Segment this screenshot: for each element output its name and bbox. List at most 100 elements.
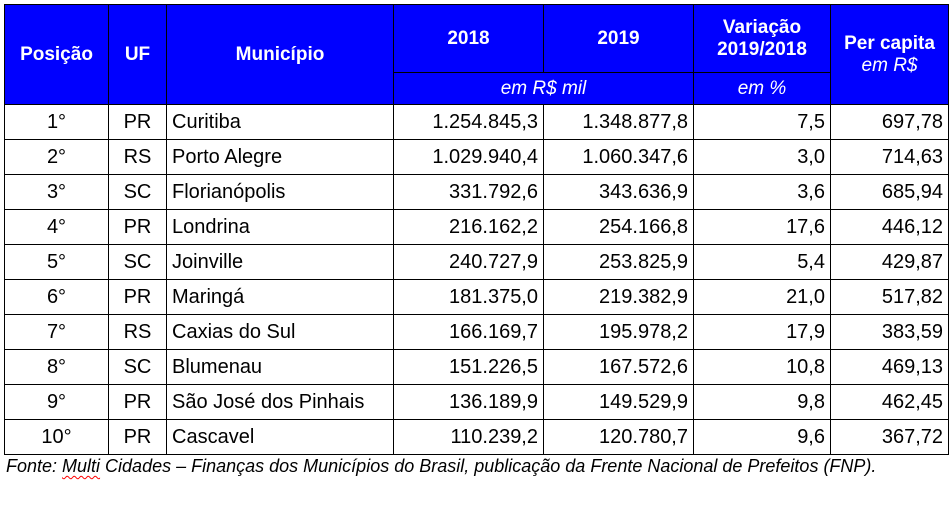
source-note: Fonte: Multi Cidades – Finanças dos Muni… [6, 452, 906, 480]
cell-value-2018: 110.239,2 [393, 419, 544, 455]
header-variation-line2: 2019/2018 [717, 38, 807, 60]
table-row: 3° SC Florianópolis 331.792,6 343.636,9 3,6 68… [4, 174, 949, 210]
cell-value-2019: 1.348.877,8 [543, 104, 694, 140]
cell-municipality: Maringá [166, 279, 394, 315]
cell-position: 5° [4, 244, 109, 280]
table-row: 9° PR São José dos Pinhais 136.189,9 149.529… [4, 384, 949, 420]
cell-value-2019: 219.382,9 [543, 279, 694, 315]
cell-per-capita: 429,87 [830, 244, 949, 280]
cell-municipality: Londrina [166, 209, 394, 245]
cell-position: 3° [4, 174, 109, 210]
cell-municipality: Florianópolis [166, 174, 394, 210]
cell-variation: 10,8 [693, 349, 831, 385]
cell-municipality: Caxias do Sul [166, 314, 394, 350]
cell-municipality: Cascavel [166, 419, 394, 455]
cell-value-2018: 166.169,7 [393, 314, 544, 350]
cell-uf: PR [108, 209, 167, 245]
cell-variation: 3,0 [693, 139, 831, 175]
cell-municipality: Joinville [166, 244, 394, 280]
cell-uf: SC [108, 349, 167, 385]
municipal-finance-table: Posição UF Município 2018 2019 Variação … [4, 4, 949, 455]
source-text: Cidades – Finanças dos Municípios do Bra… [100, 456, 877, 476]
cell-per-capita: 462,45 [830, 384, 949, 420]
cell-variation: 3,6 [693, 174, 831, 210]
cell-per-capita: 367,72 [830, 419, 949, 455]
cell-position: 6° [4, 279, 109, 315]
header-per-capita-unit: em R$ [861, 54, 918, 76]
cell-value-2018: 240.727,9 [393, 244, 544, 280]
cell-position: 10° [4, 419, 109, 455]
table-row: 5° SC Joinville 240.727,9 253.825,9 5,4 429,87 [4, 244, 949, 280]
table-row: 6° PR Maringá 181.375,0 219.382,9 21,0 517,82 [4, 279, 949, 315]
cell-value-2019: 149.529,9 [543, 384, 694, 420]
cell-value-2019: 195.978,2 [543, 314, 694, 350]
cell-per-capita: 685,94 [830, 174, 949, 210]
header-uf: UF [108, 4, 167, 105]
cell-municipality: Blumenau [166, 349, 394, 385]
header-variation-line1: Variação [722, 16, 802, 38]
table-body: 1° PR Curitiba 1.254.845,3 1.348.877,8 7,5 697… [4, 104, 949, 455]
source-spellcheck-word: Multi [62, 456, 101, 476]
cell-per-capita: 697,78 [830, 104, 949, 140]
cell-position: 8° [4, 349, 109, 385]
cell-per-capita: 469,13 [830, 349, 949, 385]
cell-position: 9° [4, 384, 109, 420]
cell-variation: 5,4 [693, 244, 831, 280]
cell-municipality: Porto Alegre [166, 139, 394, 175]
cell-municipality: São José dos Pinhais [166, 384, 394, 420]
cell-position: 7° [4, 314, 109, 350]
cell-value-2019: 167.572,6 [543, 349, 694, 385]
cell-uf: PR [108, 384, 167, 420]
cell-uf: PR [108, 419, 167, 455]
cell-uf: RS [108, 314, 167, 350]
cell-municipality: Curitiba [166, 104, 394, 140]
cell-value-2018: 331.792,6 [393, 174, 544, 210]
cell-value-2018: 136.189,9 [393, 384, 544, 420]
cell-uf: SC [108, 244, 167, 280]
cell-variation: 17,6 [693, 209, 831, 245]
cell-uf: PR [108, 104, 167, 140]
cell-value-2019: 1.060.347,6 [543, 139, 694, 175]
cell-value-2019: 253.825,9 [543, 244, 694, 280]
header-position: Posição [4, 4, 109, 105]
table-row: 10° PR Cascavel 110.239,2 120.780,7 9,6 367,72 [4, 419, 949, 455]
cell-position: 1° [4, 104, 109, 140]
header-variation: Variação 2019/2018 [693, 4, 831, 73]
cell-per-capita: 517,82 [830, 279, 949, 315]
table-header: Posição UF Município 2018 2019 Variação … [4, 4, 949, 105]
cell-position: 2° [4, 139, 109, 175]
table-row: 2° RS Porto Alegre 1.029.940,4 1.060.347,6 3,… [4, 139, 949, 175]
cell-value-2018: 1.029.940,4 [393, 139, 544, 175]
cell-per-capita: 383,59 [830, 314, 949, 350]
table-row: 1° PR Curitiba 1.254.845,3 1.348.877,8 7,5 697… [4, 104, 949, 140]
cell-variation: 17,9 [693, 314, 831, 350]
cell-uf: SC [108, 174, 167, 210]
cell-value-2019: 343.636,9 [543, 174, 694, 210]
cell-uf: RS [108, 139, 167, 175]
cell-variation: 21,0 [693, 279, 831, 315]
header-per-capita-label: Per capita [844, 32, 935, 54]
source-prefix: Fonte: [6, 456, 63, 476]
table-row: 8° SC Blumenau 151.226,5 167.572,6 10,8 469,13 [4, 349, 949, 385]
cell-value-2018: 1.254.845,3 [393, 104, 544, 140]
header-2018: 2018 [393, 4, 544, 73]
cell-position: 4° [4, 209, 109, 245]
cell-uf: PR [108, 279, 167, 315]
cell-variation: 9,6 [693, 419, 831, 455]
cell-value-2018: 151.226,5 [393, 349, 544, 385]
header-municipality: Município [166, 4, 394, 105]
cell-value-2019: 120.780,7 [543, 419, 694, 455]
cell-variation: 7,5 [693, 104, 831, 140]
cell-value-2018: 216.162,2 [393, 209, 544, 245]
table-row: 7° RS Caxias do Sul 166.169,7 195.978,2 17,9 3… [4, 314, 949, 350]
cell-value-2018: 181.375,0 [393, 279, 544, 315]
header-variation-unit: em % [693, 72, 831, 105]
cell-variation: 9,8 [693, 384, 831, 420]
header-values-unit: em R$ mil [393, 72, 694, 105]
cell-per-capita: 714,63 [830, 139, 949, 175]
cell-per-capita: 446,12 [830, 209, 949, 245]
cell-value-2019: 254.166,8 [543, 209, 694, 245]
table-row: 4° PR Londrina 216.162,2 254.166,8 17,6 446,12 [4, 209, 949, 245]
header-per-capita: Per capita em R$ [830, 4, 949, 105]
